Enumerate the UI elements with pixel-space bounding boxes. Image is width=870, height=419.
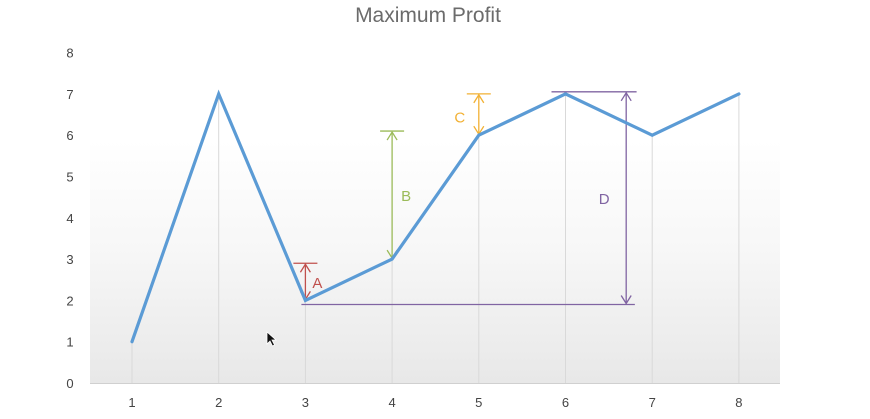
x-tick-label: 1 xyxy=(128,395,135,410)
data-point-8 xyxy=(737,92,741,96)
annotation-b-head-top xyxy=(386,130,398,141)
x-tick-label: 7 xyxy=(649,395,656,410)
series-lines xyxy=(130,89,741,344)
annotation-b-label: B xyxy=(401,188,411,205)
annotations: A B C D xyxy=(293,91,637,306)
data-point-3 xyxy=(304,299,307,302)
annotation-c-head-top xyxy=(473,93,485,104)
chart-title: Maximum Profit xyxy=(355,4,501,27)
y-tick-label: 3 xyxy=(66,252,73,267)
data-point-7 xyxy=(651,134,654,137)
data-point-6 xyxy=(564,92,567,96)
plot-background xyxy=(90,140,780,383)
tick-labels: 0 1 2 3 4 5 6 7 8 1 2 3 4 5 6 7 8 xyxy=(66,46,742,410)
y-tick-label: 0 xyxy=(66,376,73,391)
data-point-2 xyxy=(217,92,220,96)
y-tick-label: 6 xyxy=(66,128,73,143)
x-tick-label: 3 xyxy=(302,395,309,410)
annotation-a-head-top xyxy=(299,263,311,273)
x-tick-label: 8 xyxy=(735,395,742,410)
annotation-d-label: D xyxy=(599,191,610,208)
series-line xyxy=(130,89,741,344)
x-tick-label: 2 xyxy=(215,395,222,410)
annotation-c-label: C xyxy=(454,110,465,127)
mouse-pointer-icon xyxy=(266,331,278,347)
y-tick-label: 2 xyxy=(66,293,73,308)
y-tick-label: 5 xyxy=(66,170,73,185)
data-point-4 xyxy=(390,257,394,261)
y-tick-label: 4 xyxy=(66,211,73,226)
y-tick-label: 8 xyxy=(66,46,73,61)
data-point-1 xyxy=(130,340,134,343)
annotation-d-head-top xyxy=(620,91,632,102)
annotation-d-head-bottom xyxy=(620,295,632,305)
x-tick-label: 6 xyxy=(562,395,569,410)
y-tick-label: 7 xyxy=(66,87,73,102)
data-point-5 xyxy=(477,134,480,137)
grid-lines xyxy=(131,93,740,383)
y-tick-label: 1 xyxy=(66,335,73,350)
annotation-a-label: A xyxy=(312,275,322,292)
x-tick-label: 4 xyxy=(388,395,395,410)
x-tick-label: 5 xyxy=(475,395,482,410)
